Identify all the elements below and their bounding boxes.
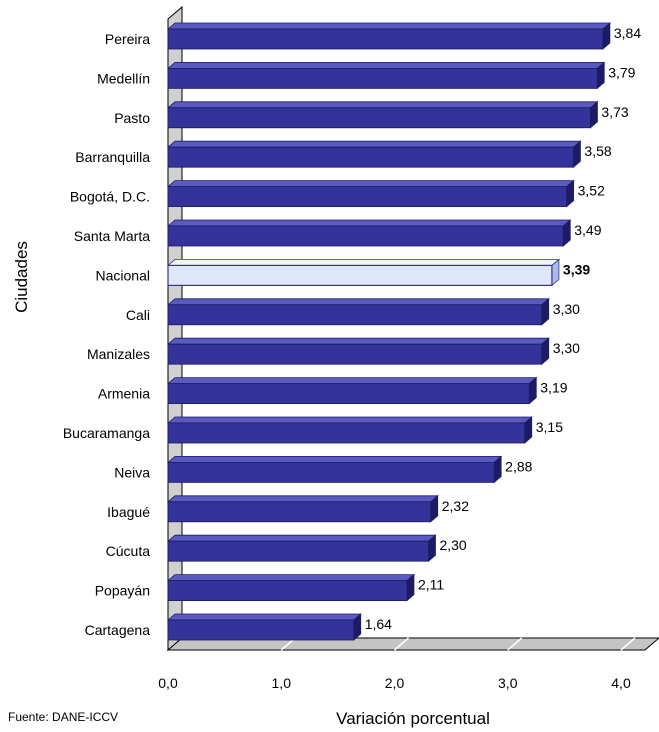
bar-front-face xyxy=(167,343,543,365)
bar-front-face xyxy=(167,501,432,523)
value-label: 3,30 xyxy=(553,340,580,356)
category-labels: Pereira Medellín Pasto Barranquilla Bogotá, … xyxy=(63,31,150,638)
value-label: 3,30 xyxy=(553,301,580,317)
bar-top-face xyxy=(166,140,582,148)
bar-front-face xyxy=(167,225,564,247)
category-label: Nacional xyxy=(96,267,150,283)
x-tick-label: 3,0 xyxy=(498,675,518,691)
value-label: 3,19 xyxy=(540,380,567,396)
category-label: Ibagué xyxy=(107,504,150,520)
bar-top-face xyxy=(166,377,538,385)
x-tick-label: 2,0 xyxy=(385,675,405,691)
value-label: 3,52 xyxy=(578,183,605,199)
bar xyxy=(166,140,582,169)
bar xyxy=(166,219,572,247)
category-label: Cartagena xyxy=(85,622,151,638)
bar xyxy=(166,61,606,90)
source-note: Fuente: DANE-ICCV xyxy=(8,710,118,724)
value-label: 2,32 xyxy=(442,498,469,514)
value-label: 2,30 xyxy=(439,537,466,553)
bar xyxy=(166,455,503,484)
category-label: Medellín xyxy=(97,70,150,86)
x-axis-title: Variación porcentual xyxy=(336,709,490,728)
value-label: 3,84 xyxy=(614,25,641,41)
bar-front-face xyxy=(167,619,355,641)
bar-top-face xyxy=(166,22,611,30)
bar-front-face xyxy=(167,107,591,129)
y-axis-title: Ciudades xyxy=(12,241,31,313)
value-labels: 3,84 3,79 3,73 3,58 3,52 3,49 3,39 3,30 3,30 3,19… xyxy=(365,25,642,632)
category-label: Armenia xyxy=(98,386,150,402)
bar-front-face xyxy=(167,28,604,50)
bar-front-face xyxy=(167,68,598,89)
value-label: 3,58 xyxy=(584,143,611,159)
bar-top-face xyxy=(166,337,550,345)
category-label: Pasto xyxy=(114,110,150,126)
category-label: Manizales xyxy=(87,346,150,362)
bar-front-face xyxy=(167,422,526,444)
value-label: 3,79 xyxy=(608,64,635,80)
bar xyxy=(166,573,416,602)
category-label: Popayán xyxy=(95,583,150,599)
bars-group xyxy=(166,22,611,641)
bar-front-face xyxy=(167,146,574,168)
category-label: Bogotá, D.C. xyxy=(70,189,150,205)
x-tick-labels: 0,0 1,0 2,0 3,0 4,0 xyxy=(158,675,631,691)
bar xyxy=(166,337,550,366)
bar xyxy=(166,258,560,287)
bar-top-face xyxy=(166,258,560,266)
bar-top-face xyxy=(166,613,362,621)
category-label: Barranquilla xyxy=(75,149,150,165)
bar xyxy=(166,613,362,641)
bar xyxy=(166,416,533,444)
bar xyxy=(166,179,575,208)
bar-front-face xyxy=(167,540,429,562)
bar xyxy=(166,376,538,405)
category-label: Cúcuta xyxy=(106,543,151,559)
bar-front-face xyxy=(167,461,495,483)
bar-front-face xyxy=(167,580,408,601)
floor-grid-mark xyxy=(620,637,636,651)
bar-top-face xyxy=(166,455,503,463)
value-label: 3,39 xyxy=(563,261,590,277)
category-label: Neiva xyxy=(114,464,150,480)
category-label: Pereira xyxy=(105,31,150,47)
bar-top-face xyxy=(166,101,599,109)
bar xyxy=(166,22,611,50)
bar-top-face xyxy=(166,62,606,69)
bar xyxy=(166,100,599,129)
x-tick-label: 4,0 xyxy=(611,675,631,691)
value-label: 2,88 xyxy=(505,458,532,474)
value-label: 3,15 xyxy=(536,419,563,435)
bar-front-face xyxy=(167,304,543,326)
floor-grid-mark xyxy=(394,637,409,651)
bar-front-face xyxy=(167,186,568,208)
category-label: Cali xyxy=(126,307,150,323)
floor-grid-mark xyxy=(507,637,523,651)
bar-top-face xyxy=(166,416,533,424)
bar xyxy=(166,494,439,523)
value-label: 3,73 xyxy=(601,104,628,120)
bar-front-face xyxy=(167,383,530,405)
category-label: Santa Marta xyxy=(74,228,150,244)
category-label: Bucaramanga xyxy=(63,425,150,441)
bar-front-face xyxy=(167,264,553,286)
bar xyxy=(166,534,437,563)
value-label: 3,49 xyxy=(574,222,601,238)
x-tick-label: 1,0 xyxy=(272,675,292,691)
value-label: 1,64 xyxy=(365,616,392,632)
bar-top-face xyxy=(166,534,437,542)
bar xyxy=(166,297,550,326)
value-label: 2,11 xyxy=(418,577,444,593)
bar-top-face xyxy=(166,180,575,188)
bar-top-face xyxy=(166,574,416,581)
bar-top-face xyxy=(166,219,572,227)
x-tick-label: 0,0 xyxy=(158,675,178,691)
bar-top-face xyxy=(166,298,550,306)
bar-top-face xyxy=(166,495,439,503)
